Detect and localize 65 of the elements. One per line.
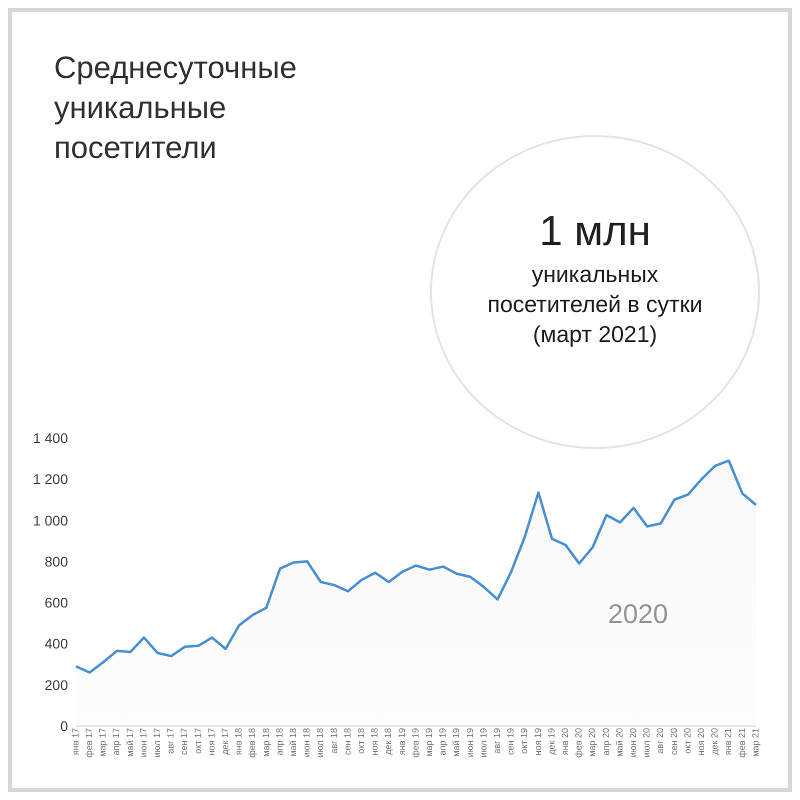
x-tick-label: фев 17 [84,728,94,758]
x-tick-label: окт 18 [356,728,366,754]
x-tick-label: фев 20 [574,728,584,758]
x-tick-label: апр 19 [438,728,448,756]
x-tick-label: июн 19 [464,728,475,758]
x-tick-label: ноя 17 [206,728,216,756]
x-tick-label: мар 21 [750,728,760,757]
x-tick-label: авг 20 [655,728,666,754]
x-tick-label: май 19 [451,728,462,757]
x-tick-label: фев 21 [736,728,747,758]
x-tick-label: мар 19 [424,728,434,757]
x-tick-label: май 18 [288,728,298,757]
x-tick-label: окт 19 [519,728,530,754]
text: посетителей в сутки [486,290,704,319]
x-tick-label: апр 17 [111,728,122,756]
x-tick-label: авг 17 [166,728,176,754]
y-tick-label: 200 [44,676,68,693]
x-tick-label: июл 17 [152,728,162,758]
x-tick-label: июл 20 [642,728,652,758]
x-tick-label: сен 18 [342,728,352,755]
x-tick-label: дек 18 [383,728,394,755]
x-tick-label: мар 17 [98,728,108,757]
x-tick-label: янв 18 [234,728,244,756]
y-tick-label: 400 [44,636,68,652]
x-tick-label: июл 19 [478,728,488,758]
y-tick-label: 1 200 [32,471,68,488]
x-tick-label: апр 20 [600,728,611,756]
x-tick-label: июн 20 [628,728,638,758]
x-tick-label: ноя 18 [370,728,380,756]
x-tick-label: май 17 [124,728,135,757]
x-tick-label: мар 20 [587,728,598,757]
y-tick-label: 0 [60,718,68,734]
x-tick-label: авг 19 [492,728,502,754]
chart-title: Среднесуточные уникальные посетители [54,49,298,167]
x-tick-label: фев 19 [410,728,420,758]
text: 1 млн [538,206,652,256]
x-tick-label: сен 17 [179,728,190,755]
y-tick-label: 1 400 [32,430,68,446]
x-tick-label: май 20 [614,728,624,757]
x-tick-label: июл 18 [315,728,326,758]
x-tick-label: июн 18 [302,728,312,758]
x-tick-label: янв 21 [723,728,734,756]
x-tick-label: ноя 20 [696,728,706,756]
text: уникальных [530,260,660,289]
x-tick-label: дек 19 [546,728,556,755]
x-tick-label: янв 17 [70,728,80,756]
y-tick-label: 600 [44,594,68,611]
x-tick-label: ноя 19 [532,728,543,756]
x-tick-label: мар 18 [260,728,271,757]
x-tick-label: дек 20 [710,728,720,755]
x-tick-label: июн 17 [138,728,148,758]
x-tick-label: авг 18 [328,728,339,754]
text: (март 2021) [532,320,658,349]
annotation: 2020 [608,599,668,630]
x-tick-label: янв 19 [396,728,407,756]
x-tick-label: окт 17 [192,728,203,754]
x-tick-label: апр 18 [274,728,284,756]
y-tick-label: 1 000 [32,512,68,528]
x-tick-label: окт 20 [682,728,692,754]
x-tick-label: фев 18 [247,728,258,758]
x-tick-label: дек 17 [220,728,230,755]
x-tick-label: янв 20 [560,728,570,756]
y-tick-label: 800 [44,553,68,570]
x-tick-label: сен 19 [506,728,516,755]
x-tick-label: сен 20 [668,728,679,755]
